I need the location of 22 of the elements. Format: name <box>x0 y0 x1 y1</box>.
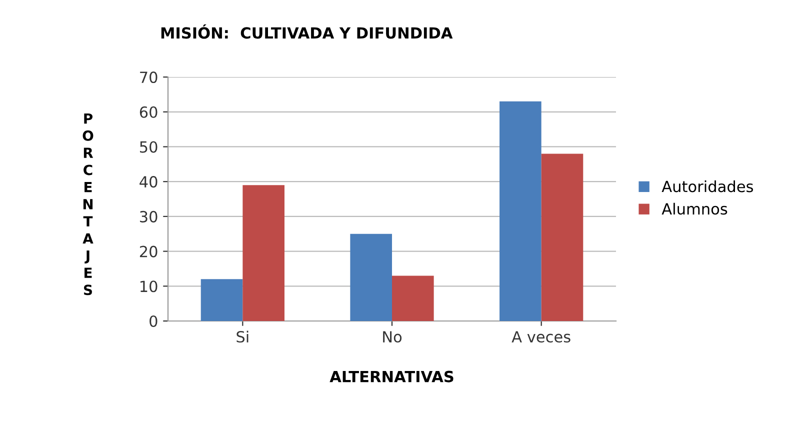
bar <box>350 234 392 321</box>
y-tick-label: 50 <box>140 141 158 153</box>
bar <box>242 185 284 321</box>
x-axis-title: ALTERNATIVAS <box>330 370 454 382</box>
y-tick-label: 0 <box>150 315 158 328</box>
text: PORCENTAJES <box>82 113 94 296</box>
x-tick-label: No <box>383 331 402 343</box>
legend-label: Autoridades <box>662 180 753 192</box>
bar <box>392 276 434 321</box>
legend-label: Alumnos <box>662 202 728 215</box>
chart-title: MISIÓN: CULTIVADA Y DIFUNDIDA <box>161 24 453 39</box>
bar <box>500 101 542 321</box>
bar <box>541 154 584 321</box>
y-tick-label: 20 <box>140 246 158 258</box>
y-tick-label: 60 <box>140 106 158 118</box>
y-tick-label: 40 <box>140 176 158 188</box>
y-tick-label: 70 <box>140 72 158 84</box>
y-tick-label: 10 <box>140 280 158 292</box>
x-tick-label: Si <box>236 330 248 343</box>
bar <box>200 279 243 321</box>
y-tick-label: 30 <box>140 210 158 222</box>
x-tick-label: A veces <box>512 331 570 343</box>
